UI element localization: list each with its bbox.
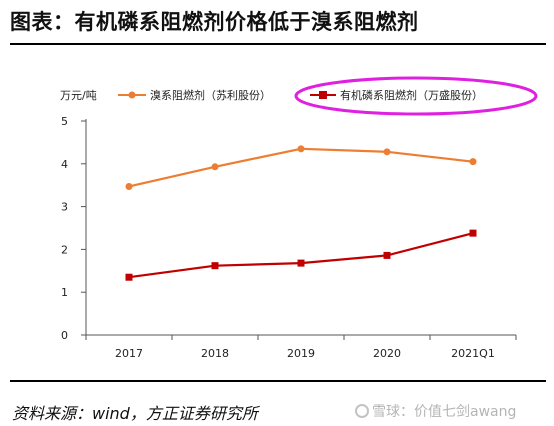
data-point-series-0 (211, 163, 219, 171)
data-point-series-1 (469, 229, 477, 237)
price-line-chart: 万元/吨 溴系阻燃剂（苏利股份） 有机磷系阻燃剂（万盛股份） 0 1 2 3 4 5 201… (60, 76, 538, 360)
y-tick-label: 5 (61, 115, 68, 128)
watermark-text: 雪球：价值七剑awang (372, 404, 517, 420)
data-point-series-0 (383, 148, 391, 156)
data-point-series-0 (125, 182, 133, 190)
source-note: 资料来源：wind，方正证券研究所 (12, 404, 258, 423)
page-title: 图表：有机磷系阻燃剂价格低于溴系阻燃剂 (10, 10, 419, 34)
snowball-icon (355, 404, 369, 418)
chart-legend: 溴系阻燃剂（苏利股份） 有机磷系阻燃剂（万盛股份） (118, 76, 538, 116)
y-tick-label: 3 (61, 201, 68, 214)
title-divider (10, 43, 546, 45)
x-tick-label: 2020 (373, 347, 401, 360)
data-point-series-1 (383, 251, 391, 259)
watermark: 雪球：价值七剑awang (355, 401, 516, 421)
x-tick-label: 2021Q1 (451, 347, 495, 360)
data-point-series-1 (125, 273, 133, 281)
legend-marker-phosphorus (319, 91, 327, 99)
data-point-series-1 (297, 259, 305, 267)
footer-divider (10, 380, 546, 382)
x-tick-label: 2018 (201, 347, 229, 360)
series-line-1 (128, 232, 474, 279)
legend-marker-bromine (128, 91, 136, 99)
legend-label-bromine: 溴系阻燃剂（苏利股份） (150, 88, 271, 102)
y-unit-label: 万元/吨 (60, 89, 97, 102)
y-tick-label: 0 (61, 329, 68, 342)
y-tick-label: 4 (61, 158, 68, 171)
legend-label-phosphorus: 有机磷系阻燃剂（万盛股份） (340, 88, 483, 102)
x-tick-label: 2017 (115, 347, 143, 360)
x-tick-label: 2019 (287, 347, 315, 360)
data-point-series-0 (297, 145, 305, 153)
data-point-series-0 (469, 158, 477, 166)
y-tick-label: 2 (61, 243, 68, 256)
highlight-ellipse (294, 76, 538, 116)
data-point-series-1 (211, 262, 219, 270)
series-line-0 (128, 147, 474, 188)
y-tick-label: 1 (61, 286, 68, 299)
